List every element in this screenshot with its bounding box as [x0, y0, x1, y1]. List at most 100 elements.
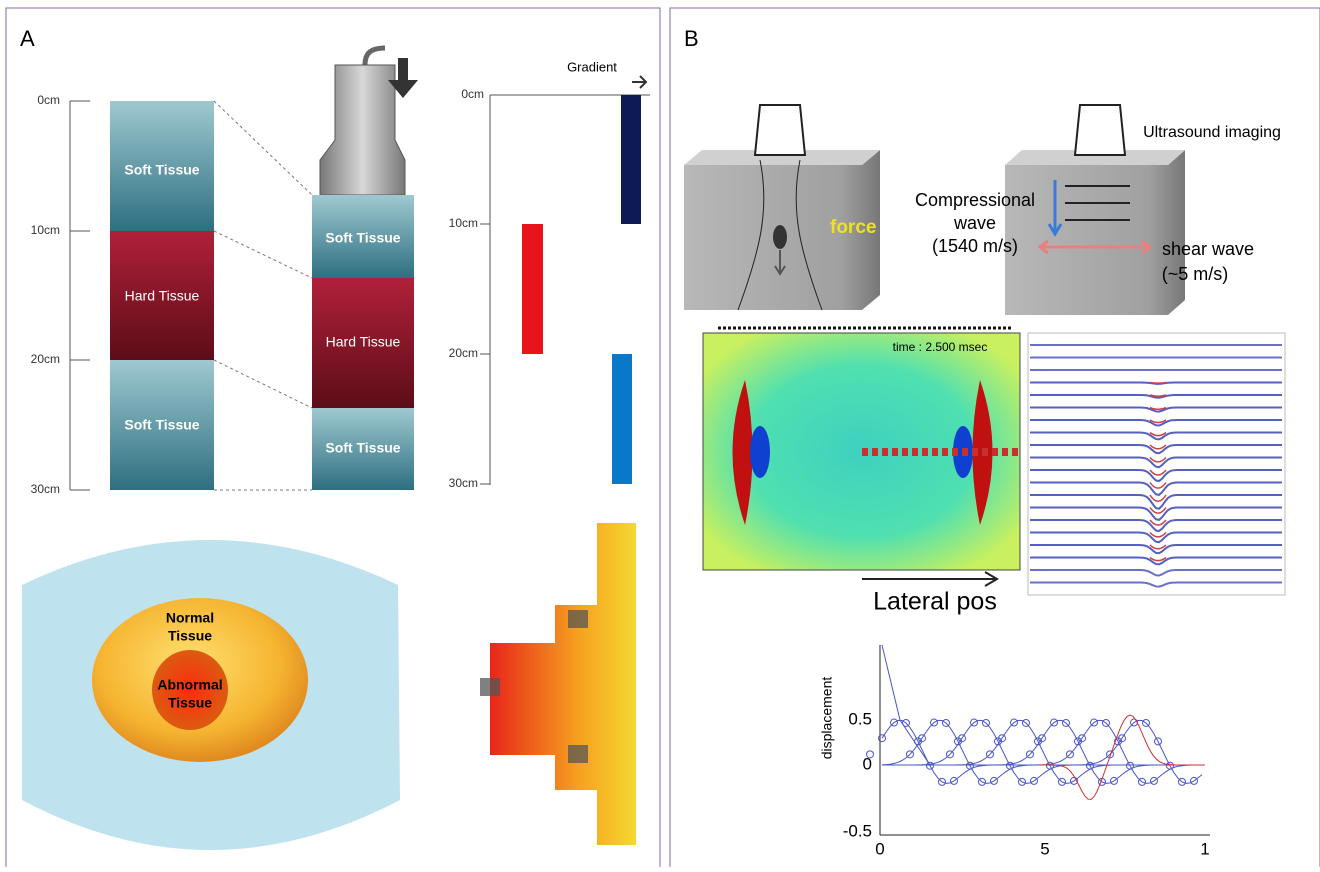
curve-point — [966, 761, 974, 770]
annotation: Compressional — [915, 190, 1035, 210]
abnormal-tissue — [152, 650, 228, 730]
trace-peak — [1149, 519, 1167, 526]
tissue-top — [684, 150, 880, 165]
focus — [773, 225, 787, 249]
time-label: time : 2.500 msec — [893, 340, 988, 354]
soft-tissue — [110, 360, 214, 490]
tissue-label: Soft Tissue — [124, 417, 199, 433]
trace-peak — [1149, 431, 1167, 437]
trace — [1030, 406, 1282, 413]
gradient-tick: 0cm — [461, 87, 484, 101]
curve-point — [1046, 761, 1054, 770]
depth-axis — [69, 100, 90, 491]
curve-point — [1178, 777, 1186, 786]
y-tick-label: -0.5 — [843, 821, 872, 840]
tissue-label: Soft Tissue — [325, 230, 400, 246]
tissue-top — [1005, 150, 1185, 165]
gradient-bar — [522, 224, 543, 354]
trace — [1030, 519, 1282, 533]
displacement-axes — [879, 645, 1210, 836]
trace — [1030, 569, 1282, 577]
curve-point — [1166, 761, 1174, 770]
curve-point — [1022, 718, 1030, 727]
curve-point — [938, 777, 946, 786]
tissue-label: Soft Tissue — [124, 162, 199, 178]
curve — [881, 644, 931, 766]
lateral-arrow — [862, 571, 999, 587]
trace-peak — [1149, 469, 1167, 476]
curve-point — [1110, 776, 1118, 785]
curve — [882, 719, 1202, 784]
connector — [213, 100, 313, 491]
trace-peak — [1149, 531, 1167, 538]
tissue-label: Abnormal — [157, 677, 222, 693]
probe — [1073, 104, 1127, 156]
curve-reference — [1040, 714, 1205, 800]
annotation: (1540 m/s) — [932, 236, 1018, 256]
trace — [1030, 469, 1282, 483]
gradient-arrow — [632, 75, 648, 89]
trace-peak — [1149, 556, 1167, 562]
trace-peak — [1149, 456, 1167, 463]
curve-point — [1078, 734, 1086, 743]
curve-point — [1070, 776, 1078, 785]
curve — [882, 719, 1202, 784]
trace-peak — [1149, 381, 1167, 384]
gradient-tick: 30cm — [449, 476, 478, 490]
panel-label: B — [684, 26, 699, 51]
curve-point — [878, 734, 886, 743]
curve-point — [1150, 776, 1158, 785]
curve-point — [1010, 718, 1018, 727]
tissue-label: Tissue — [168, 628, 212, 644]
soft-tissue — [312, 408, 414, 490]
x-tick-label: 1 — [1200, 839, 1209, 858]
curve-point — [986, 750, 994, 759]
trace — [1030, 456, 1282, 469]
tissue-label: Normal — [166, 610, 214, 626]
wavefront — [732, 380, 753, 525]
trace-peak — [1149, 394, 1167, 398]
trace — [1030, 419, 1282, 427]
trace — [1030, 494, 1282, 510]
curve-point — [1102, 718, 1110, 727]
trace-peak — [1149, 406, 1167, 411]
curve-point — [1026, 750, 1034, 759]
trace-peak — [1149, 494, 1167, 503]
x-tick-label: 5 — [1040, 839, 1049, 858]
trace-peak — [1149, 444, 1167, 450]
curve-point — [890, 718, 898, 727]
curve-point — [1066, 750, 1074, 759]
trace — [1030, 581, 1282, 588]
curve-point — [978, 777, 986, 786]
tissue-label: Hard Tissue — [125, 288, 200, 304]
curve — [881, 719, 1202, 784]
wavefront — [750, 426, 770, 478]
elasticity-map — [490, 523, 636, 845]
curve-point — [866, 750, 874, 759]
hard-tissue — [110, 231, 214, 360]
tissue-label: Hard Tissue — [326, 334, 401, 350]
displacement-curves — [866, 644, 1205, 800]
y-tick-label: 0.5 — [848, 709, 872, 728]
curve-point — [1050, 718, 1058, 727]
gradient-tick: 10cm — [449, 216, 478, 230]
curve — [882, 719, 1203, 784]
curve-point — [1142, 718, 1150, 727]
compression-arrow — [1047, 180, 1063, 237]
curve-point — [1038, 734, 1046, 743]
depth-tick: 30cm — [31, 482, 60, 496]
annotation: wave — [953, 213, 996, 233]
curve-point — [906, 750, 914, 759]
trace-plot — [1027, 332, 1286, 596]
curve — [882, 719, 1202, 784]
curve-point — [926, 761, 934, 770]
markers — [480, 610, 588, 763]
force-label: force — [830, 217, 876, 238]
curve-point — [1030, 776, 1038, 785]
trace — [1030, 394, 1282, 399]
trace — [1030, 481, 1282, 496]
hard-tissue — [312, 278, 414, 408]
curve-point — [1118, 734, 1126, 743]
tissue-label: Tissue — [168, 695, 212, 711]
curve-point — [1090, 718, 1098, 727]
